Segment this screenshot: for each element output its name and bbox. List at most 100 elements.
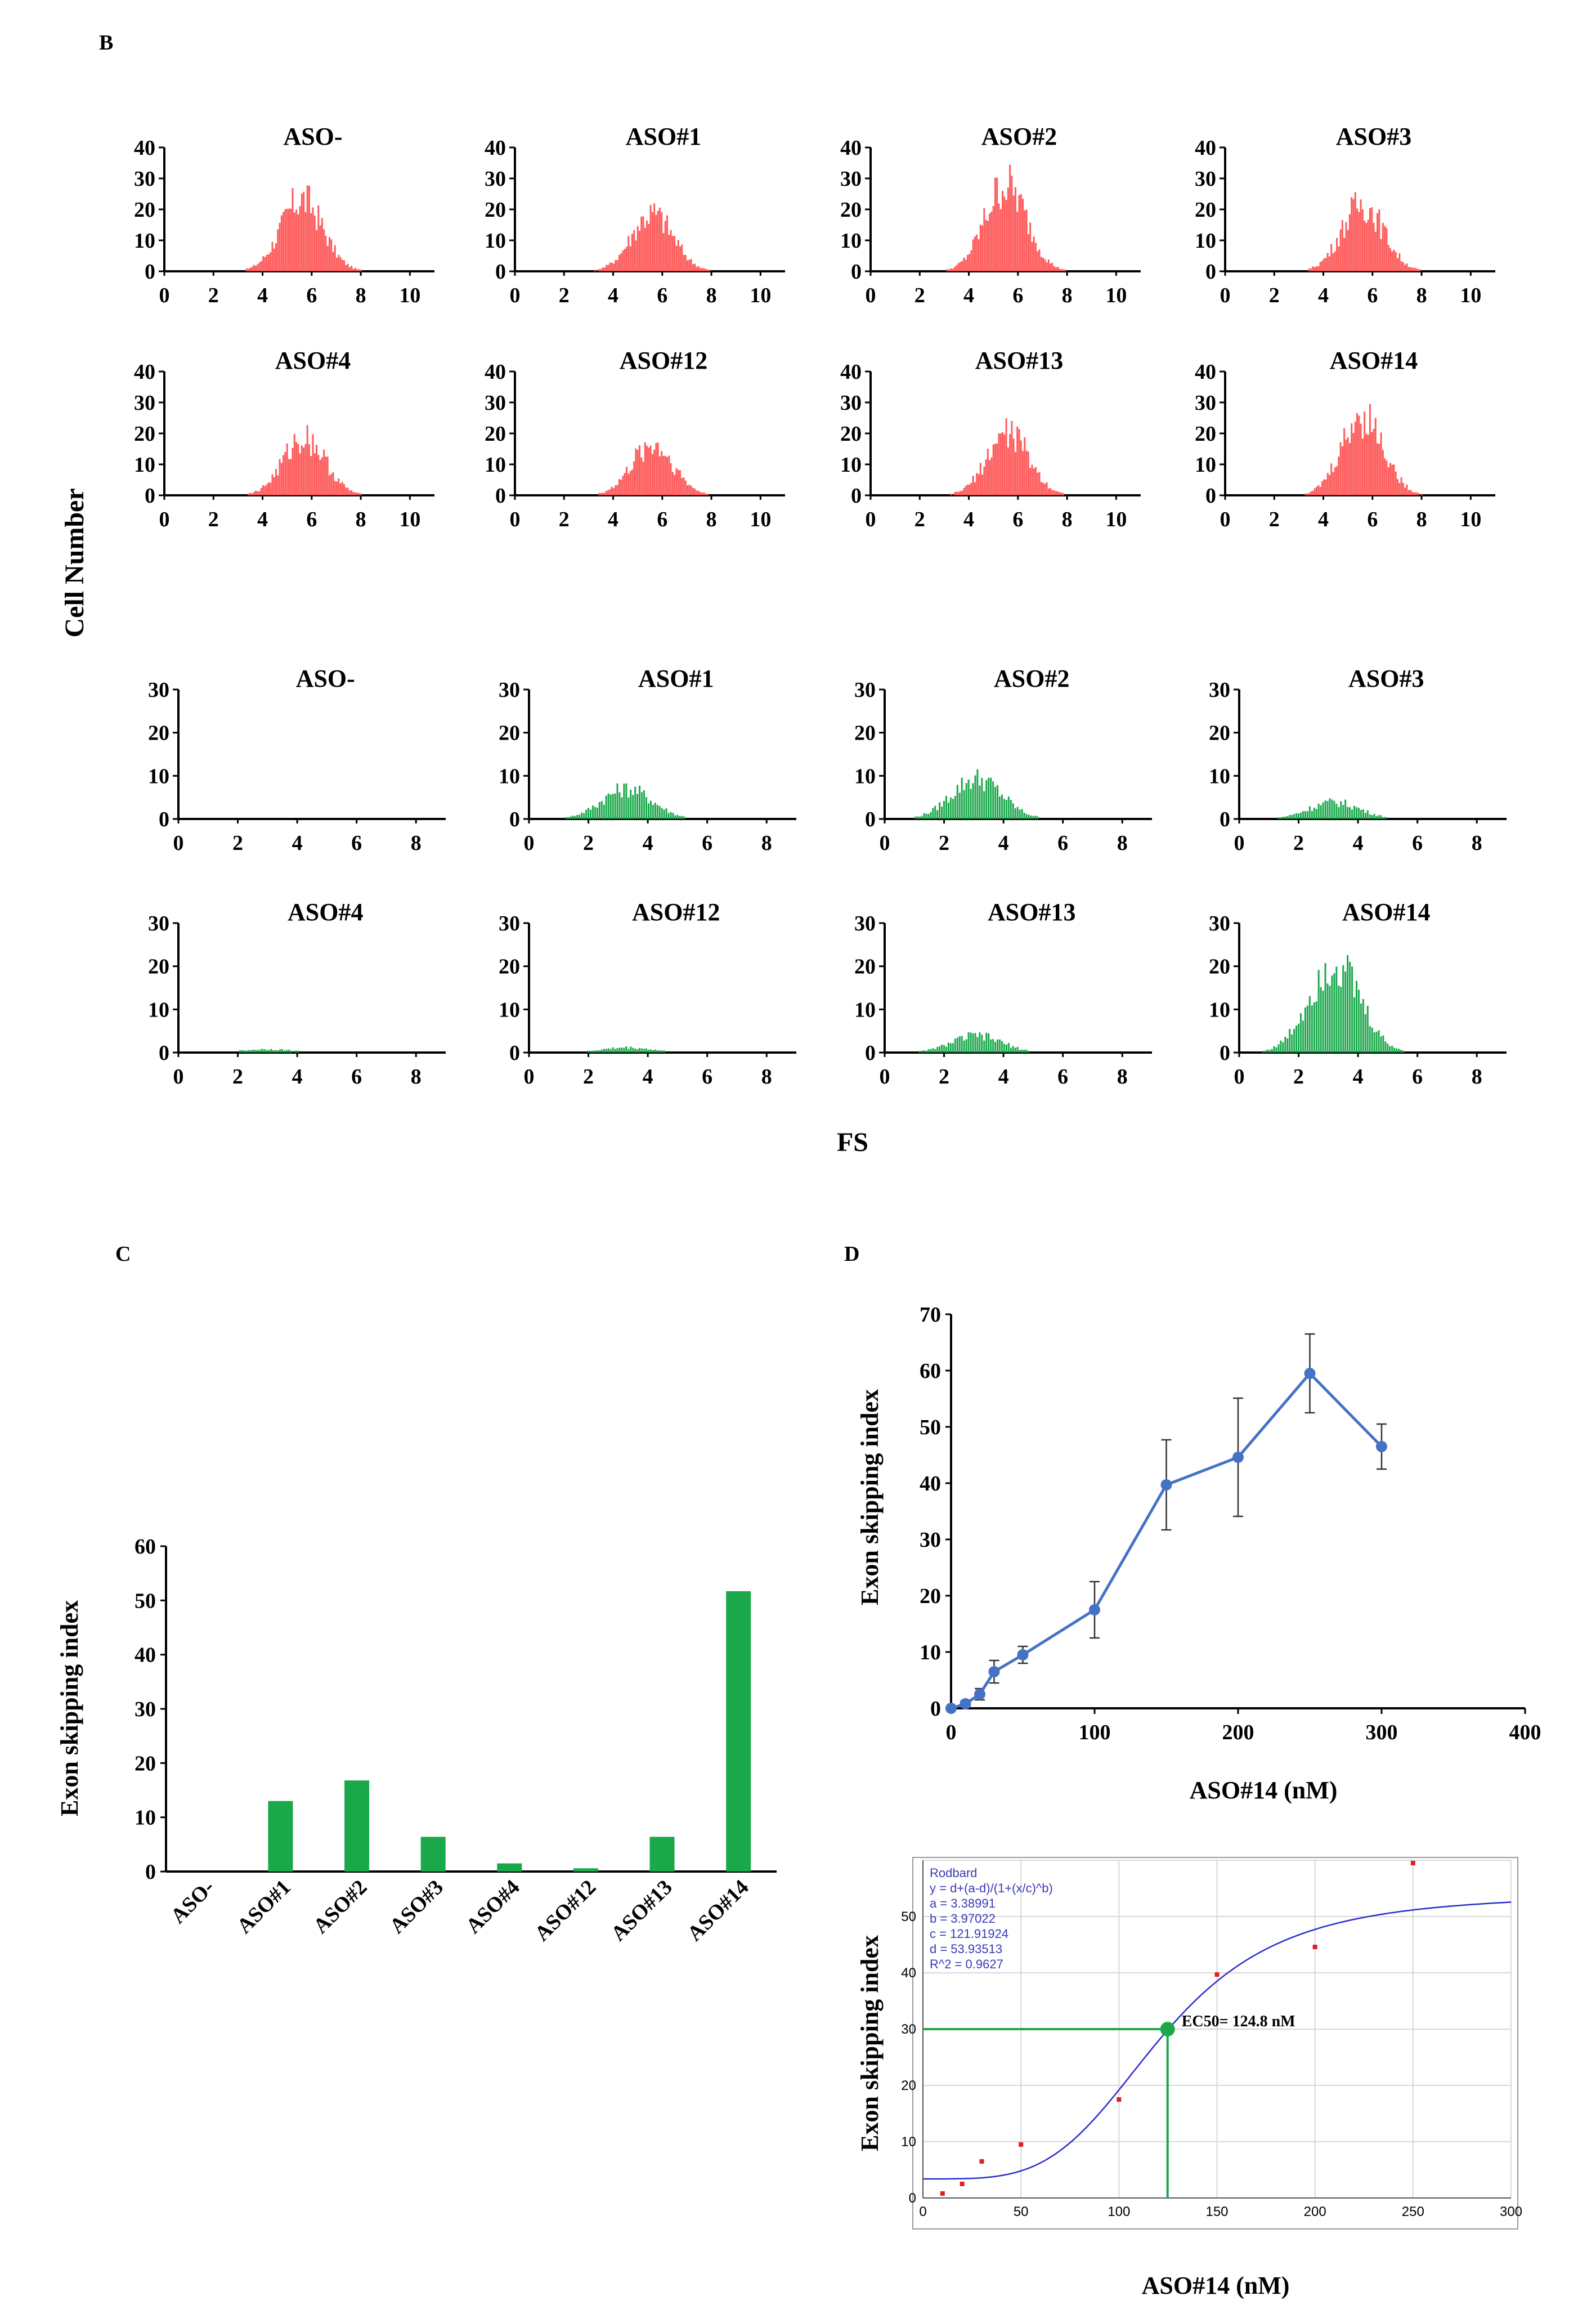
panel-c-ylabel: Exon skipping index <box>56 1600 83 1816</box>
y-tick-label: 10 <box>901 2134 916 2150</box>
category-label: ASO#1 <box>232 1875 295 1939</box>
x-tick-label: 6 <box>1412 831 1423 855</box>
y-tick-label: 10 <box>854 764 876 788</box>
data-point <box>979 2159 984 2164</box>
category-label: ASO#12 <box>530 1875 600 1946</box>
y-tick-label: 0 <box>495 260 506 284</box>
fit-legend-line: y = d+(a-d)/(1+(x/c)^b) <box>930 1881 1053 1895</box>
x-tick-label: 6 <box>702 831 712 855</box>
y-tick-label: 20 <box>854 722 876 745</box>
x-tick-label: 0 <box>173 831 184 855</box>
y-tick-label: 40 <box>134 360 155 384</box>
x-tick-label: 6 <box>1012 508 1023 531</box>
x-tick-label: 6 <box>1367 508 1378 531</box>
y-tick-label: 10 <box>920 1641 941 1664</box>
histogram-green-6: 0 10 20 30 0 2 4 6 8 ASO#13 <box>854 898 1152 1089</box>
y-tick-label: 30 <box>901 2022 916 2037</box>
y-tick-label: 10 <box>1195 229 1216 253</box>
data-point <box>960 1698 971 1709</box>
fit-curve <box>923 1901 1512 2180</box>
x-tick-label: 4 <box>1318 284 1329 307</box>
histogram-title: ASO- <box>296 665 355 692</box>
y-tick-label: 40 <box>135 1644 156 1667</box>
y-tick-label: 30 <box>148 912 169 935</box>
y-tick-label: 10 <box>840 453 862 477</box>
y-tick-label: 40 <box>920 1472 941 1496</box>
y-tick-label: 30 <box>1195 167 1216 191</box>
x-tick-label: 4 <box>1318 508 1329 531</box>
y-tick-label: 10 <box>1195 453 1216 477</box>
fit-legend-line: a = 3.38991 <box>930 1896 996 1910</box>
histogram-title: ASO#14 <box>1342 898 1430 926</box>
x-tick-label: 0 <box>866 508 876 531</box>
bar-ASO#1 <box>268 1801 293 1872</box>
y-tick-label: 20 <box>148 955 169 979</box>
y-tick-label: 40 <box>840 360 862 384</box>
y-tick-label: 10 <box>1209 764 1230 788</box>
y-tick-label: 10 <box>499 998 520 1022</box>
y-tick-label: 40 <box>1195 360 1216 384</box>
histogram-red-4: 0 10 20 30 40 0 2 4 6 8 10 ASO#4 <box>134 347 434 531</box>
y-tick-label: 0 <box>495 484 506 508</box>
histogram-green-3: 0 10 20 30 0 2 4 6 8 ASO#3 <box>1209 665 1507 855</box>
x-tick-label: 8 <box>1117 831 1128 855</box>
x-tick-label: 2 <box>939 1065 949 1089</box>
x-tick-label: 10 <box>750 508 771 531</box>
data-point <box>960 2182 965 2186</box>
x-tick-label: 4 <box>257 284 268 307</box>
category-label: ASO#14 <box>683 1875 753 1946</box>
y-tick-label: 0 <box>159 808 169 831</box>
histogram-red-5: 0 10 20 30 40 0 2 4 6 8 10 ASO#12 <box>485 347 785 531</box>
y-tick-label: 20 <box>840 422 862 446</box>
x-tick-label: 4 <box>643 831 653 855</box>
y-tick-label: 30 <box>854 912 876 935</box>
x-tick-label: 8 <box>761 1065 772 1089</box>
histogram-title: ASO#12 <box>632 898 720 926</box>
data-point <box>1160 1479 1172 1490</box>
y-tick-label: 10 <box>135 1806 156 1830</box>
y-tick-label: 20 <box>134 198 155 222</box>
y-tick-label: 0 <box>909 2191 916 2206</box>
x-tick-label: 4 <box>1353 831 1364 855</box>
histogram-red-6: 0 10 20 30 40 0 2 4 6 8 10 ASO#13 <box>840 347 1141 531</box>
y-tick-label: 20 <box>148 722 169 745</box>
y-tick-label: 40 <box>485 360 506 384</box>
x-tick-label: 0 <box>880 1065 890 1089</box>
histogram-red-3: 0 10 20 30 40 0 2 4 6 8 10 ASO#3 <box>1195 123 1495 307</box>
x-tick-label: 0 <box>1220 284 1231 307</box>
x-tick-label: 100 <box>1079 1721 1111 1744</box>
x-tick-label: 8 <box>1416 508 1427 531</box>
y-tick-label: 30 <box>1209 678 1230 702</box>
y-tick-label: 0 <box>145 1860 156 1884</box>
panel-label-b: B <box>99 31 113 55</box>
y-tick-label: 10 <box>854 998 876 1022</box>
x-tick-label: 6 <box>351 1065 362 1089</box>
panel-d-line-chart: Exon skipping index ASO#14 (nM) 0 10 20 30 4… <box>856 1303 1541 1804</box>
x-tick-label: 4 <box>998 1065 1009 1089</box>
x-tick-label: 2 <box>559 284 570 307</box>
y-tick-label: 50 <box>920 1416 941 1439</box>
x-tick-label: 2 <box>583 1065 594 1089</box>
x-tick-label: 6 <box>351 831 362 855</box>
histogram-title: ASO#1 <box>638 665 714 692</box>
y-tick-label: 30 <box>1209 912 1230 935</box>
y-tick-label: 30 <box>134 391 155 415</box>
x-tick-label: 4 <box>963 284 974 307</box>
y-tick-label: 20 <box>485 422 506 446</box>
histogram-title: ASO- <box>283 123 342 150</box>
y-tick-label: 30 <box>499 678 520 702</box>
data-point <box>940 2191 945 2196</box>
x-tick-label: 8 <box>761 831 772 855</box>
x-tick-label: 0 <box>524 831 535 855</box>
y-tick-label: 10 <box>148 764 169 788</box>
category-label: ASO- <box>166 1875 219 1928</box>
histogram-title: ASO#1 <box>626 123 701 150</box>
x-tick-label: 8 <box>356 508 366 531</box>
y-tick-label: 40 <box>1195 136 1216 160</box>
y-tick-label: 20 <box>1195 198 1216 222</box>
x-tick-label: 200 <box>1222 1721 1254 1744</box>
y-tick-label: 0 <box>930 1697 941 1721</box>
histogram-red-1: 0 10 20 30 40 0 2 4 6 8 10 ASO#1 <box>485 123 785 307</box>
